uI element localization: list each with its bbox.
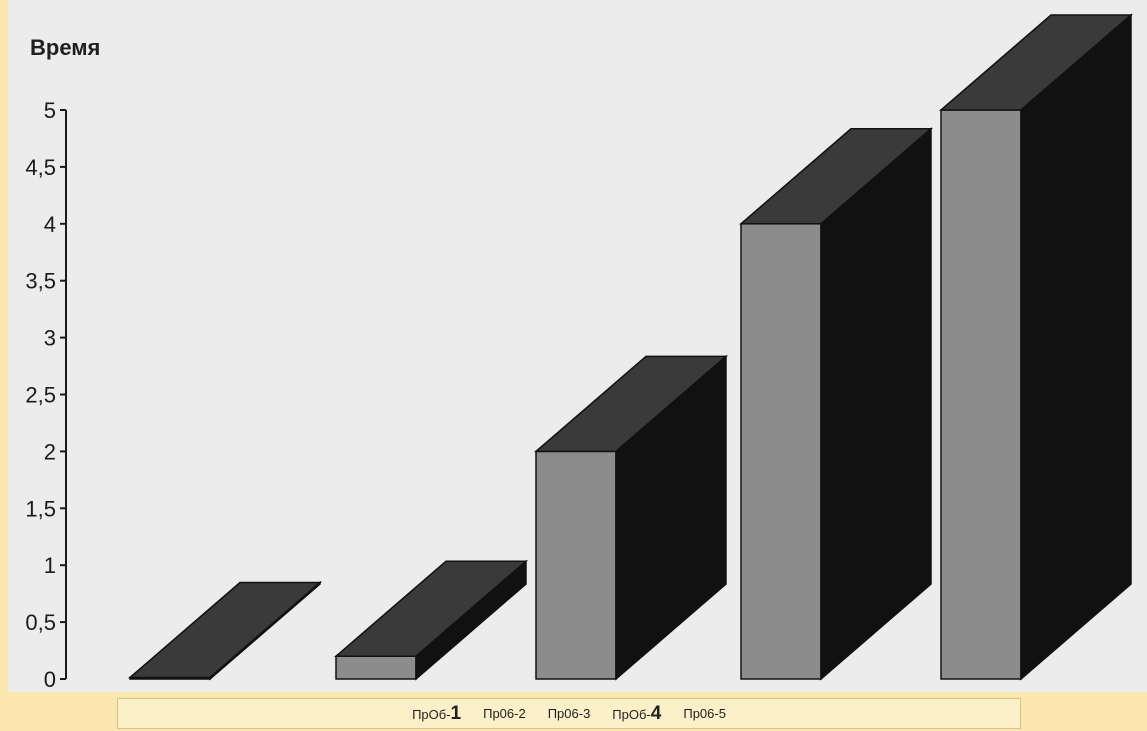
y-tick-label: 1,5: [25, 496, 56, 521]
bar-front-face: [335, 655, 417, 680]
y-tick-label: 0,5: [25, 610, 56, 635]
bar-front-face: [740, 223, 822, 680]
legend-item: Пр06-5: [683, 706, 726, 721]
bar-chart: Время 0 0,5 1 1,5 2 2,5 3 3,5 4 4,5 5: [25, 13, 1134, 692]
chart-area: Время 0 0,5 1 1,5 2 2,5 3 3,5 4 4,5 5: [8, 0, 1147, 692]
legend-item-label: ПрОб-: [412, 706, 451, 722]
y-ticks: 0 0,5 1 1,5 2 2,5 3 3,5 4 4,5 5: [25, 98, 67, 692]
bar-side-face: [820, 127, 932, 681]
bar-side-face: [615, 354, 727, 681]
legend-item-label: Пр06-2: [483, 706, 526, 721]
y-tick-label: 3: [44, 326, 56, 351]
bar: [333, 559, 529, 681]
legend-item: Пр06-3: [548, 706, 591, 721]
y-tick-label: 2: [44, 439, 56, 464]
y-tick-label: 4: [44, 212, 56, 237]
bars: [127, 13, 1134, 681]
y-tick-label: 4,5: [25, 155, 56, 180]
y-tick-label: 0: [44, 667, 56, 692]
bar-front-face: [940, 109, 1022, 680]
y-tick-label: 5: [44, 98, 56, 123]
bar: [127, 580, 323, 681]
bar-side-face: [415, 559, 527, 681]
legend-item-number: 4: [650, 702, 662, 724]
bar-side-face: [1020, 13, 1132, 681]
legend-item-label: Пр06-5: [683, 706, 726, 721]
legend-item: ПрОб-4: [612, 703, 661, 725]
y-tick-label: 3,5: [25, 269, 56, 294]
y-tick-label: 1: [44, 553, 56, 578]
bar: [938, 13, 1134, 681]
y-axis-label: Время: [30, 35, 100, 60]
bar: [738, 127, 934, 681]
legend-item: ПрОб-1: [412, 703, 461, 725]
legend-item-number: 1: [450, 702, 462, 724]
legend-item-label: ПрОб-: [612, 706, 651, 722]
legend: ПрОб-1 Пр06-2 Пр06-3 ПрОб-4 Пр06-5: [117, 698, 1021, 729]
bar-front-face: [535, 450, 617, 680]
bar-top-face: [127, 581, 323, 679]
bar: [533, 354, 729, 681]
y-tick-label: 2,5: [25, 383, 56, 408]
bar-side-face: [209, 580, 321, 681]
legend-item: Пр06-2: [483, 706, 526, 721]
legend-item-label: Пр06-3: [547, 706, 591, 721]
